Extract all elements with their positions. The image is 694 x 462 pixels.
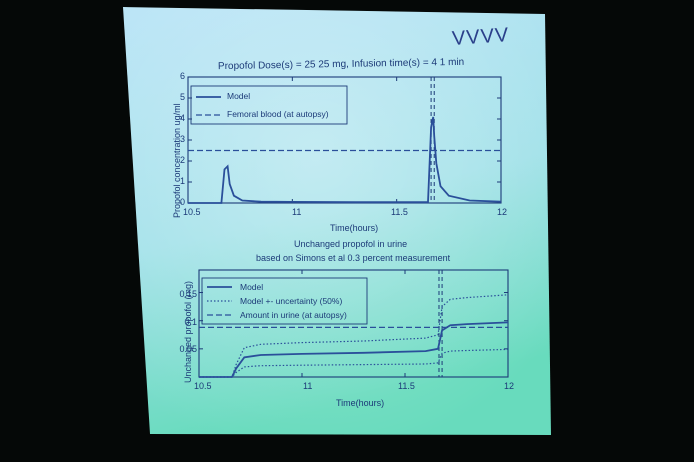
top-y-tick-label: 3 <box>179 134 185 144</box>
bottom-chart-series-line-1 <box>199 294 509 378</box>
top-y-tick-label: 4 <box>179 113 185 123</box>
top-y-tick-label: 2 <box>179 155 185 165</box>
top-y-tick-label: 0 <box>179 197 185 207</box>
top-legend-entry-model: Model <box>227 91 251 101</box>
bottom-chart-series-line-0 <box>199 321 509 378</box>
bottom-x-tick-label: 11.5 <box>398 381 415 391</box>
bottom-chart-legend-box <box>201 277 368 325</box>
top-y-tick-label: 5 <box>179 92 185 102</box>
top-y-tick-label: 1 <box>179 176 185 186</box>
bottom-chart-x-axis-label: Time(hours) <box>336 398 385 408</box>
bottom-legend-entry-uncertainty: Model +- uncertainty (50%) <box>240 296 343 306</box>
bottom-plot-area <box>198 269 509 378</box>
bottom-x-tick-label: 11 <box>303 381 313 391</box>
bottom-y-tick-label: 0.15 <box>179 289 197 299</box>
bottom-y-tick-label: 0.1 <box>184 317 197 327</box>
bottom-legend-entry-urine: Amount in urine (at autopsy) <box>240 310 347 320</box>
bottom-legend-entry-model: Model <box>240 282 264 292</box>
bottom-y-tick-label: 0.05 <box>179 344 197 354</box>
top-chart-series-line-0 <box>188 116 502 204</box>
bottom-chart-title-line1: Unchanged propofol in urine <box>294 239 408 249</box>
bottom-x-tick-label: 10.5 <box>194 381 212 391</box>
top-x-tick-label: 10.5 <box>183 207 201 217</box>
corner-mark: VVVV <box>451 24 511 50</box>
top-plot-area <box>187 76 502 204</box>
bottom-chart-series-line-2 <box>199 348 509 378</box>
top-x-tick-label: 12 <box>497 207 508 217</box>
top-chart-x-axis-label: Time(hours) <box>330 223 379 233</box>
top-y-tick-label: 6 <box>179 71 185 81</box>
bottom-chart-axes-frame <box>198 269 509 378</box>
bottom-chart-title-line2: based on Simons et al 0.3 percent measur… <box>256 253 451 263</box>
top-x-tick-label: 11 <box>292 207 302 217</box>
top-legend-entry-femoral: Femoral blood (at autopsy) <box>227 109 329 119</box>
top-x-tick-label: 11.5 <box>391 207 408 217</box>
bottom-x-tick-label: 12 <box>504 381 515 391</box>
top-chart-legend-box <box>190 85 348 125</box>
